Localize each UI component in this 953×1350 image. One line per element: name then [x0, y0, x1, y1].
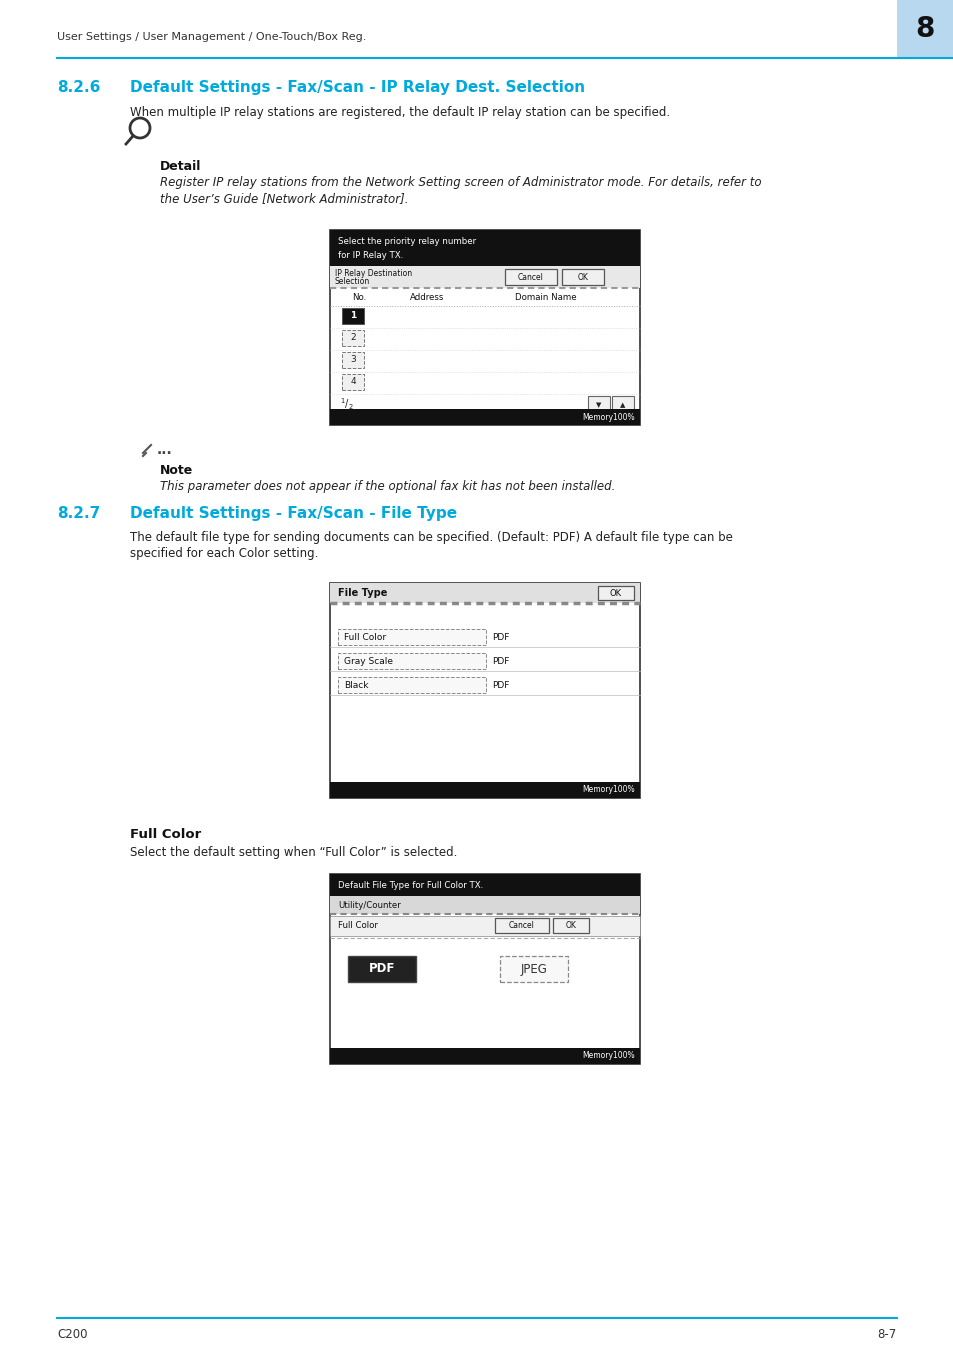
Text: 8: 8 — [914, 15, 934, 43]
Bar — [330, 873, 639, 1064]
Text: OK: OK — [577, 273, 588, 282]
Bar — [341, 374, 364, 390]
Bar — [499, 956, 567, 981]
Text: Default Settings - Fax/Scan - File Type: Default Settings - Fax/Scan - File Type — [130, 506, 456, 521]
Bar — [337, 629, 485, 645]
Text: When multiple IP relay stations are registered, the default IP relay station can: When multiple IP relay stations are regi… — [130, 107, 669, 119]
Text: 1: 1 — [350, 312, 355, 320]
Bar — [561, 269, 603, 285]
Bar — [896, 0, 953, 58]
Bar — [553, 918, 588, 933]
Text: Black: Black — [344, 680, 368, 690]
Bar — [348, 956, 416, 981]
Text: Detail: Detail — [160, 161, 201, 173]
Text: Register IP relay stations from the Network Setting screen of Administrator mode: Register IP relay stations from the Netw… — [160, 176, 760, 189]
Text: 2: 2 — [350, 333, 355, 343]
Text: Memory100%: Memory100% — [581, 413, 635, 421]
Bar — [341, 352, 364, 369]
Text: C200: C200 — [57, 1328, 88, 1342]
Text: The default file type for sending documents can be specified. (Default: PDF) A d: The default file type for sending docume… — [130, 531, 732, 544]
Text: Cancel: Cancel — [509, 922, 535, 930]
Text: 3: 3 — [350, 355, 355, 364]
Text: JPEG: JPEG — [520, 963, 547, 976]
Bar — [341, 308, 364, 324]
Text: specified for each Color setting.: specified for each Color setting. — [130, 547, 318, 560]
Text: This parameter does not appear if the optional fax kit has not been installed.: This parameter does not appear if the op… — [160, 481, 615, 493]
Text: No.: No. — [352, 293, 366, 301]
Bar — [330, 583, 639, 798]
Text: Memory100%: Memory100% — [581, 786, 635, 795]
Text: the User’s Guide [Network Administrator].: the User’s Guide [Network Administrator]… — [160, 192, 408, 205]
Text: Full Color: Full Color — [344, 633, 386, 641]
Text: Select the priority relay number: Select the priority relay number — [337, 238, 476, 247]
Bar — [587, 396, 609, 414]
Bar — [330, 266, 639, 288]
Text: PDF: PDF — [492, 656, 509, 666]
Bar — [337, 653, 485, 670]
Text: ▼: ▼ — [596, 402, 601, 408]
Text: Full Color: Full Color — [337, 922, 377, 930]
Bar — [330, 873, 639, 896]
Text: Selection: Selection — [335, 278, 370, 286]
Text: PDF: PDF — [492, 680, 509, 690]
Text: PDF: PDF — [492, 633, 509, 641]
Text: 8-7: 8-7 — [877, 1328, 896, 1342]
Text: Default File Type for Full Color TX.: Default File Type for Full Color TX. — [337, 880, 483, 890]
Bar — [598, 586, 634, 599]
Text: Utility/Counter: Utility/Counter — [337, 900, 400, 910]
Bar — [330, 917, 639, 936]
Text: OK: OK — [609, 589, 621, 598]
Text: IP Relay Destination: IP Relay Destination — [335, 270, 412, 278]
Bar — [330, 230, 639, 266]
Text: $^1/_2$: $^1/_2$ — [339, 396, 354, 412]
Bar — [337, 676, 485, 693]
Text: 4: 4 — [350, 378, 355, 386]
Text: Gray Scale: Gray Scale — [344, 656, 393, 666]
Bar — [330, 896, 639, 914]
Bar — [330, 409, 639, 425]
Text: Domain Name: Domain Name — [515, 293, 576, 301]
Text: 8.2.7: 8.2.7 — [57, 506, 100, 521]
Bar — [612, 396, 634, 414]
Bar — [495, 918, 548, 933]
Text: Address: Address — [410, 293, 444, 301]
Bar — [330, 583, 639, 603]
Text: Memory100%: Memory100% — [581, 1052, 635, 1061]
Bar — [330, 230, 639, 425]
Text: User Settings / User Management / One-Touch/Box Reg.: User Settings / User Management / One-To… — [57, 32, 366, 42]
Text: Cancel: Cancel — [517, 273, 543, 282]
Text: Select the default setting when “Full Color” is selected.: Select the default setting when “Full Co… — [130, 846, 456, 859]
Bar — [330, 1048, 639, 1064]
Text: Note: Note — [160, 464, 193, 477]
Text: ...: ... — [157, 443, 172, 458]
Text: for IP Relay TX.: for IP Relay TX. — [337, 251, 403, 261]
Bar — [341, 329, 364, 346]
Text: 8.2.6: 8.2.6 — [57, 80, 100, 94]
Bar — [504, 269, 557, 285]
Text: OK: OK — [565, 922, 576, 930]
Text: ▲: ▲ — [619, 402, 625, 408]
Text: File Type: File Type — [337, 589, 387, 598]
Text: Full Color: Full Color — [130, 828, 201, 841]
Text: PDF: PDF — [369, 963, 395, 976]
Bar — [330, 782, 639, 798]
Text: Default Settings - Fax/Scan - IP Relay Dest. Selection: Default Settings - Fax/Scan - IP Relay D… — [130, 80, 584, 94]
